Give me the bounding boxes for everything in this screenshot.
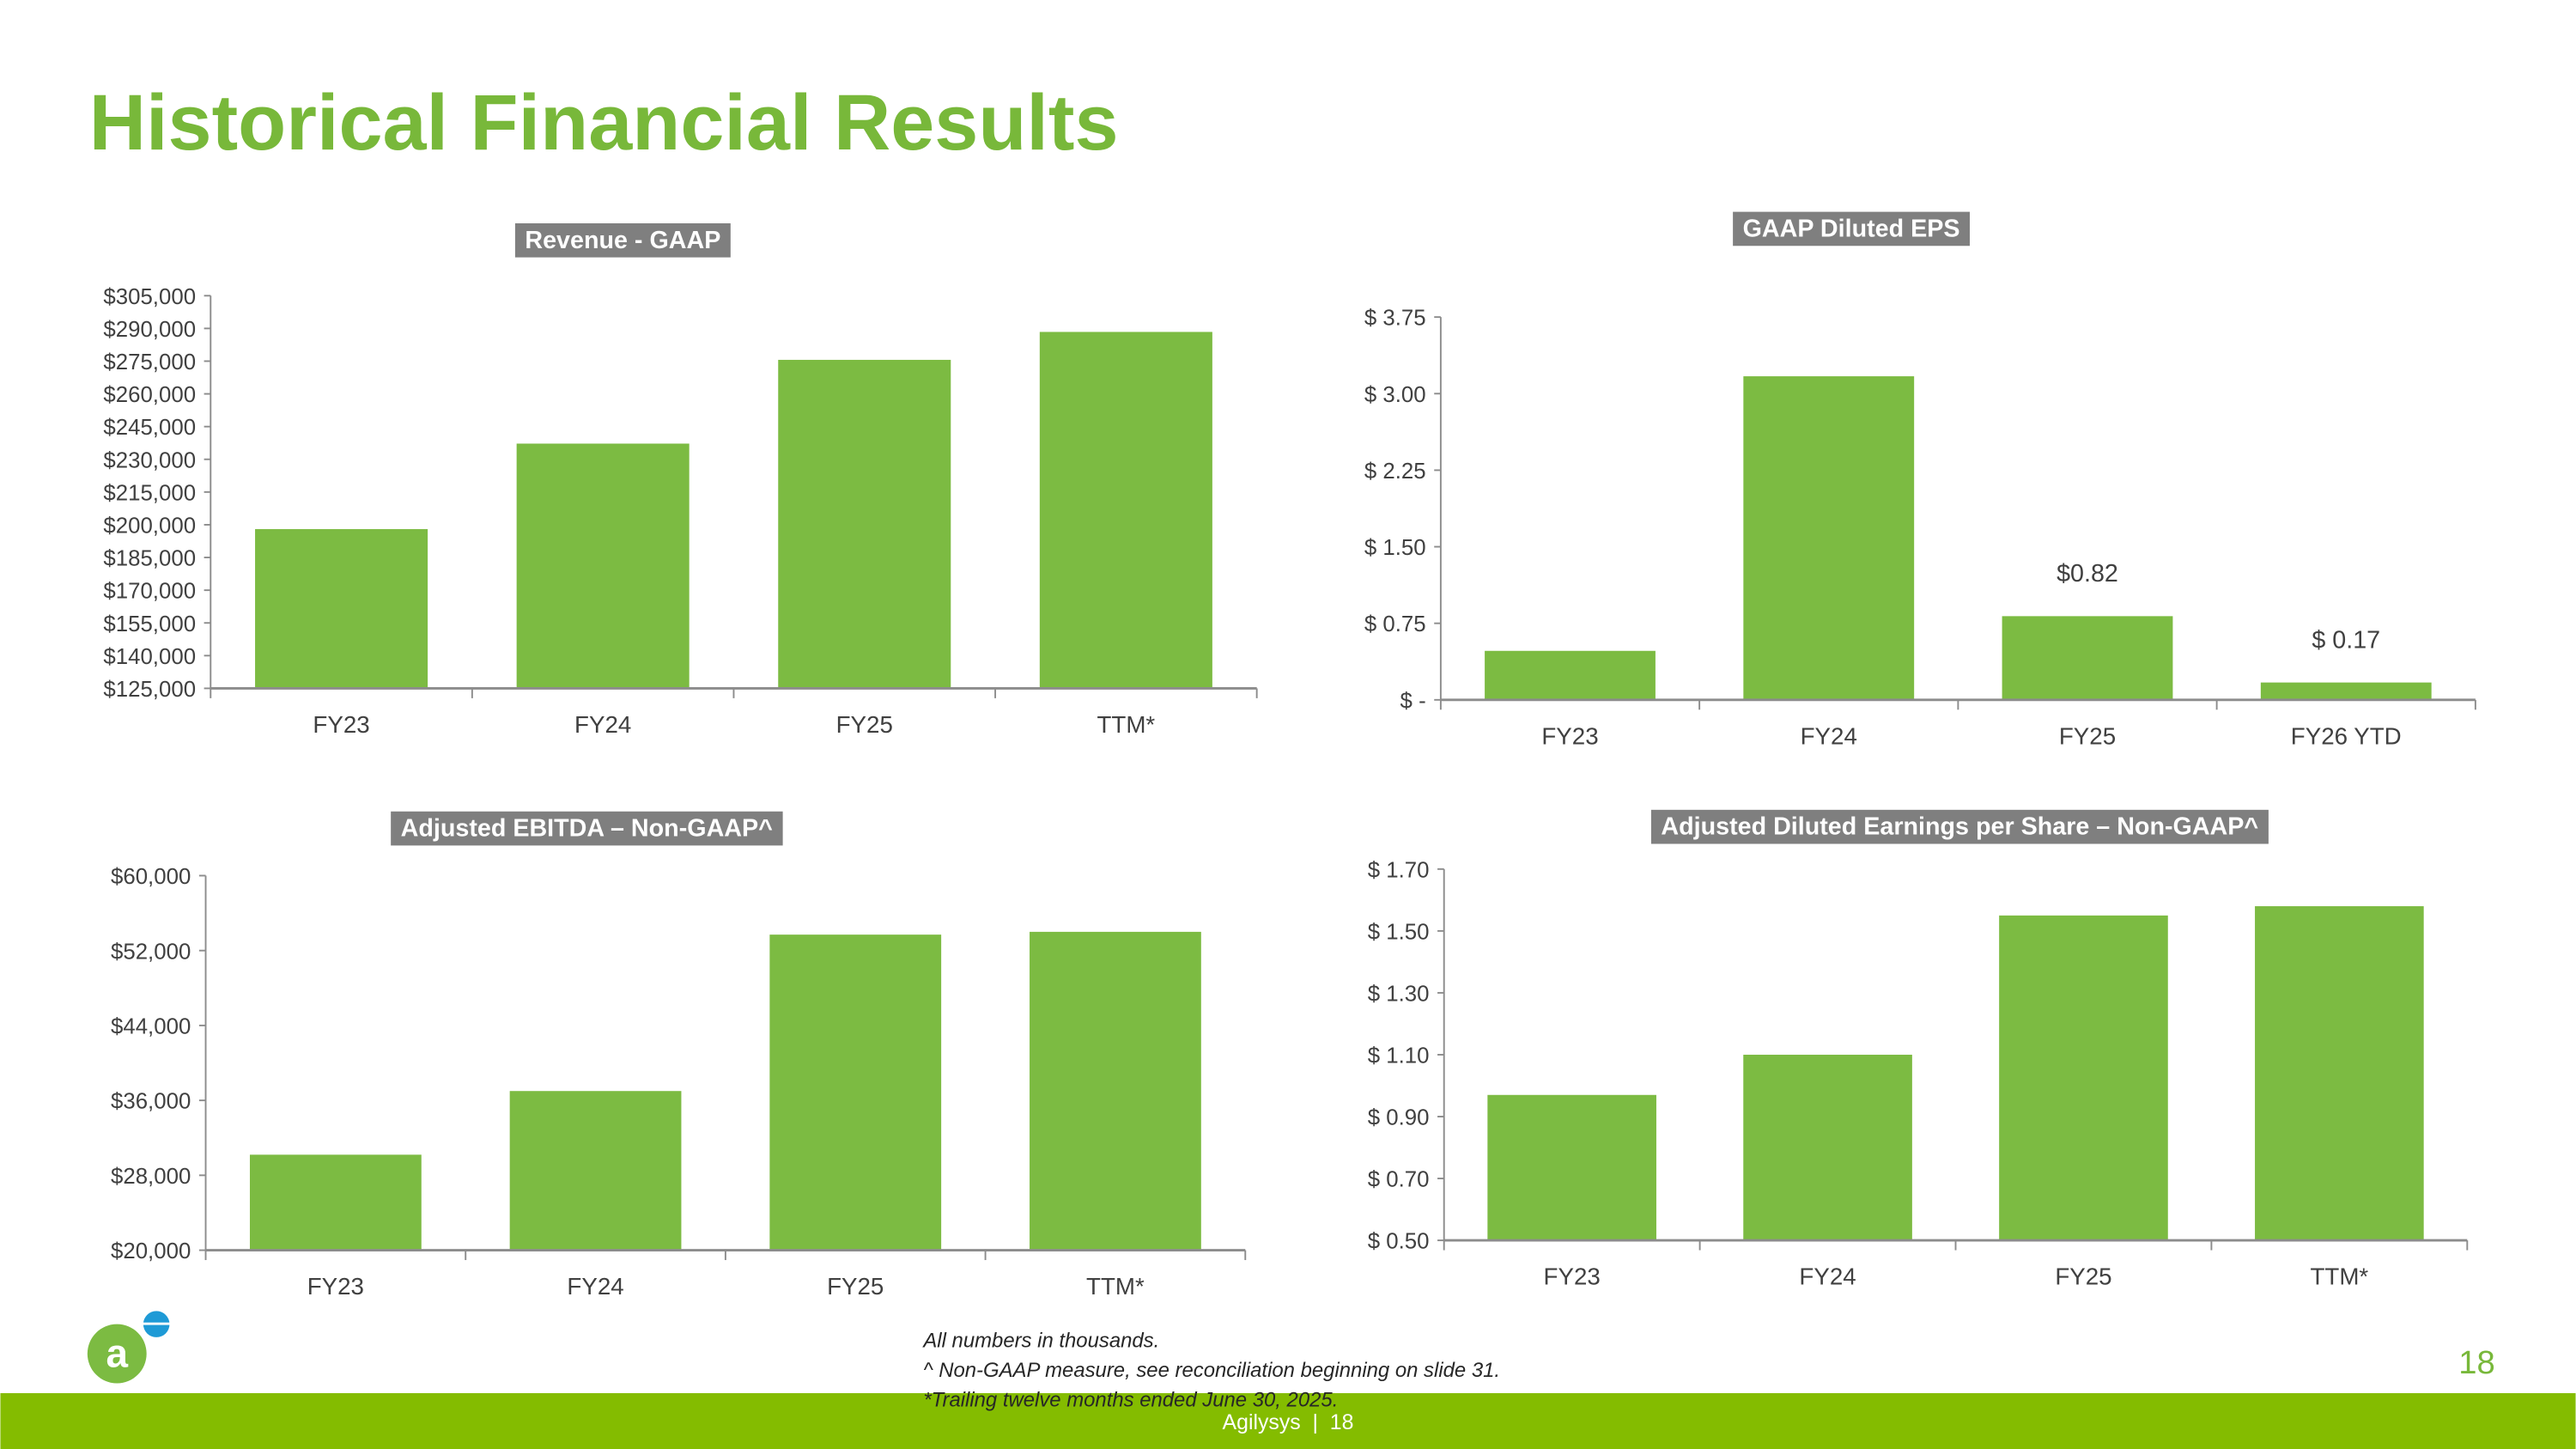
- y-tick-label: $44,000: [111, 1014, 191, 1038]
- page-number: 18: [2458, 1344, 2495, 1381]
- y-tick-label: $36,000: [111, 1090, 191, 1114]
- bar: [778, 359, 951, 689]
- bar: [509, 1091, 682, 1251]
- y-tick-label: $ 0.70: [1368, 1168, 1430, 1192]
- y-tick-label: $245,000: [103, 416, 196, 440]
- bar: [516, 443, 690, 689]
- svg-text:a: a: [106, 1330, 128, 1375]
- chart-title: Adjusted EBITDA – Non-GAAP^: [401, 815, 774, 843]
- x-tick-label: FY23: [307, 1273, 364, 1300]
- y-tick-label: $ 3.00: [1364, 383, 1426, 407]
- bar: [1030, 931, 1201, 1251]
- data-label: $0.82: [2057, 560, 2118, 588]
- y-tick-label: $20,000: [111, 1239, 191, 1263]
- chart-title: Adjusted Diluted Earnings per Share – No…: [1661, 813, 2258, 841]
- y-tick-label: $ 1.30: [1368, 982, 1430, 1006]
- y-tick-label: $215,000: [103, 481, 196, 505]
- y-tick-label: $60,000: [111, 865, 191, 889]
- y-tick-label: $155,000: [103, 612, 196, 636]
- x-tick-label: FY25: [836, 711, 893, 738]
- y-tick-label: $170,000: [103, 580, 196, 604]
- footer-bar: [0, 1392, 2576, 1449]
- y-tick-label: $ 3.75: [1364, 307, 1426, 331]
- y-tick-label: $185,000: [103, 547, 196, 571]
- bar: [1487, 1094, 1656, 1241]
- y-tick-label: $ 2.25: [1364, 460, 1426, 484]
- y-tick-label: $ 1.50: [1368, 920, 1430, 944]
- footnote: ^ Non-GAAP measure, see reconciliation b…: [923, 1359, 1500, 1382]
- x-tick-label: FY25: [2055, 1263, 2111, 1290]
- y-tick-label: $290,000: [103, 318, 196, 342]
- footnotes: All numbers in thousands. ^ Non-GAAP mea…: [921, 1329, 1500, 1381]
- y-tick-label: $200,000: [103, 514, 196, 539]
- x-tick-label: TTM*: [1086, 1273, 1145, 1300]
- page-title: Historical Financial Results: [89, 79, 1119, 167]
- bar: [2260, 682, 2432, 700]
- bar: [249, 1154, 422, 1251]
- y-tick-label: $ 0.90: [1368, 1106, 1430, 1130]
- y-tick-label: $ 1.50: [1364, 536, 1426, 560]
- bar: [2255, 906, 2424, 1241]
- chart-title-badge: [514, 222, 731, 258]
- y-tick-label: $125,000: [103, 678, 196, 702]
- bar: [1999, 915, 2168, 1241]
- footnote: *Trailing twelve months ended June 30, 2…: [923, 1388, 1338, 1411]
- footer-text: Agilysys | 18: [1223, 1410, 1354, 1434]
- x-tick-label: FY24: [1801, 722, 1857, 749]
- y-tick-label: $305,000: [103, 285, 196, 309]
- y-tick-label: $52,000: [111, 940, 191, 964]
- chart-title: GAAP Diluted EPS: [1743, 215, 1960, 242]
- gaap-eps-chart: GAAP Diluted EPS $ - $ 0.75 $ 1.50 $ 2.25 $ 3…: [1364, 211, 2476, 749]
- revenue-chart: Revenue - GAAP $125,000 $140,000 $155,000 $1…: [103, 222, 1258, 738]
- x-tick-label: FY24: [1799, 1263, 1856, 1290]
- y-tick-label: $ 0.50: [1368, 1230, 1430, 1254]
- y-tick-label: $260,000: [103, 383, 196, 407]
- agilysys-logo: a: [87, 1311, 172, 1384]
- y-tick-label: $ -: [1400, 689, 1426, 713]
- data-label: $ 0.17: [2312, 626, 2380, 654]
- bar: [2002, 616, 2173, 700]
- y-tick-label: $28,000: [111, 1165, 191, 1189]
- y-tick-label: $ 1.70: [1368, 858, 1430, 882]
- x-tick-label: FY25: [2059, 722, 2116, 749]
- chart-title-badge: [391, 811, 783, 846]
- x-tick-label: FY23: [1541, 722, 1598, 749]
- x-tick-label: FY24: [574, 711, 631, 738]
- x-tick-label: FY23: [313, 711, 369, 738]
- charts: Revenue - GAAP $125,000 $140,000 $155,000 $1…: [103, 211, 2476, 1300]
- y-tick-label: $ 0.75: [1364, 612, 1426, 636]
- footnote: All numbers in thousands.: [921, 1329, 1159, 1352]
- y-tick-label: $230,000: [103, 448, 196, 472]
- adjusted-ebitda-chart: Adjusted EBITDA – Non-GAAP^ $20,000 $28,00…: [111, 811, 1247, 1300]
- chart-title: Revenue - GAAP: [525, 227, 720, 254]
- x-tick-label: FY26 YTD: [2291, 722, 2402, 749]
- x-tick-label: FY24: [567, 1273, 623, 1300]
- bar: [255, 529, 428, 689]
- x-tick-label: FY25: [827, 1273, 884, 1300]
- bar: [1485, 650, 1656, 700]
- y-tick-label: $140,000: [103, 645, 196, 669]
- x-tick-label: TTM*: [1097, 711, 1155, 738]
- x-tick-label: TTM*: [2310, 1263, 2368, 1290]
- chart-title-badge: [1733, 211, 1970, 247]
- bar: [769, 935, 942, 1251]
- x-tick-label: FY23: [1544, 1263, 1601, 1290]
- chart-title-badge: [1650, 809, 2269, 844]
- bar: [1743, 1054, 1912, 1241]
- y-tick-label: $ 1.10: [1368, 1044, 1430, 1068]
- y-tick-label: $275,000: [103, 350, 196, 374]
- bar: [1039, 332, 1212, 689]
- bar: [1743, 376, 1915, 700]
- adjusted-eps-chart: Adjusted Diluted Earnings per Share – No…: [1368, 809, 2469, 1290]
